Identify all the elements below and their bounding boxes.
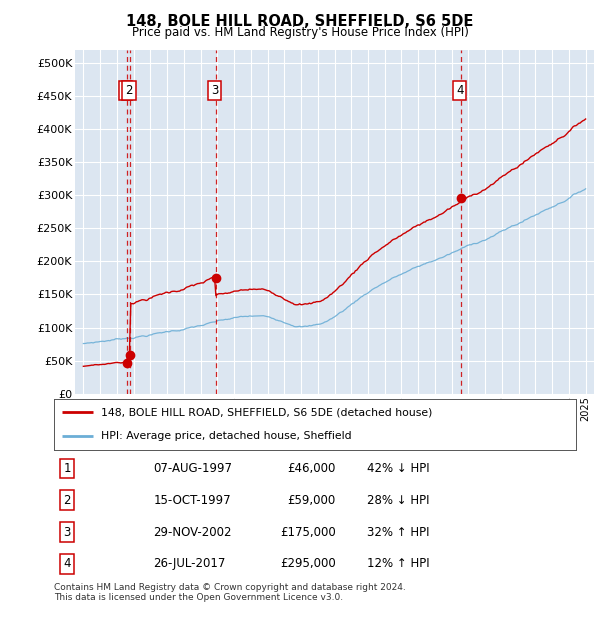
Text: £46,000: £46,000 — [287, 462, 336, 475]
Text: 07-AUG-1997: 07-AUG-1997 — [153, 462, 232, 475]
Text: 2: 2 — [125, 84, 133, 97]
Text: 3: 3 — [64, 526, 71, 539]
Text: 32% ↑ HPI: 32% ↑ HPI — [367, 526, 430, 539]
Text: 3: 3 — [211, 84, 218, 97]
Text: 148, BOLE HILL ROAD, SHEFFIELD, S6 5DE: 148, BOLE HILL ROAD, SHEFFIELD, S6 5DE — [127, 14, 473, 29]
Text: 42% ↓ HPI: 42% ↓ HPI — [367, 462, 430, 475]
Text: 1: 1 — [64, 462, 71, 475]
Text: 148, BOLE HILL ROAD, SHEFFIELD, S6 5DE (detached house): 148, BOLE HILL ROAD, SHEFFIELD, S6 5DE (… — [101, 407, 433, 417]
Text: £175,000: £175,000 — [280, 526, 336, 539]
Text: 2: 2 — [64, 494, 71, 507]
Text: £295,000: £295,000 — [280, 557, 336, 570]
Text: 4: 4 — [456, 84, 464, 97]
Text: 28% ↓ HPI: 28% ↓ HPI — [367, 494, 430, 507]
Text: 12% ↑ HPI: 12% ↑ HPI — [367, 557, 430, 570]
Text: HPI: Average price, detached house, Sheffield: HPI: Average price, detached house, Shef… — [101, 431, 352, 441]
Text: 1: 1 — [122, 84, 130, 97]
Text: 4: 4 — [64, 557, 71, 570]
Text: £59,000: £59,000 — [287, 494, 336, 507]
Text: Contains HM Land Registry data © Crown copyright and database right 2024.
This d: Contains HM Land Registry data © Crown c… — [54, 583, 406, 602]
Text: 29-NOV-2002: 29-NOV-2002 — [153, 526, 232, 539]
Text: Price paid vs. HM Land Registry's House Price Index (HPI): Price paid vs. HM Land Registry's House … — [131, 26, 469, 39]
Text: 15-OCT-1997: 15-OCT-1997 — [153, 494, 231, 507]
Text: 26-JUL-2017: 26-JUL-2017 — [153, 557, 226, 570]
